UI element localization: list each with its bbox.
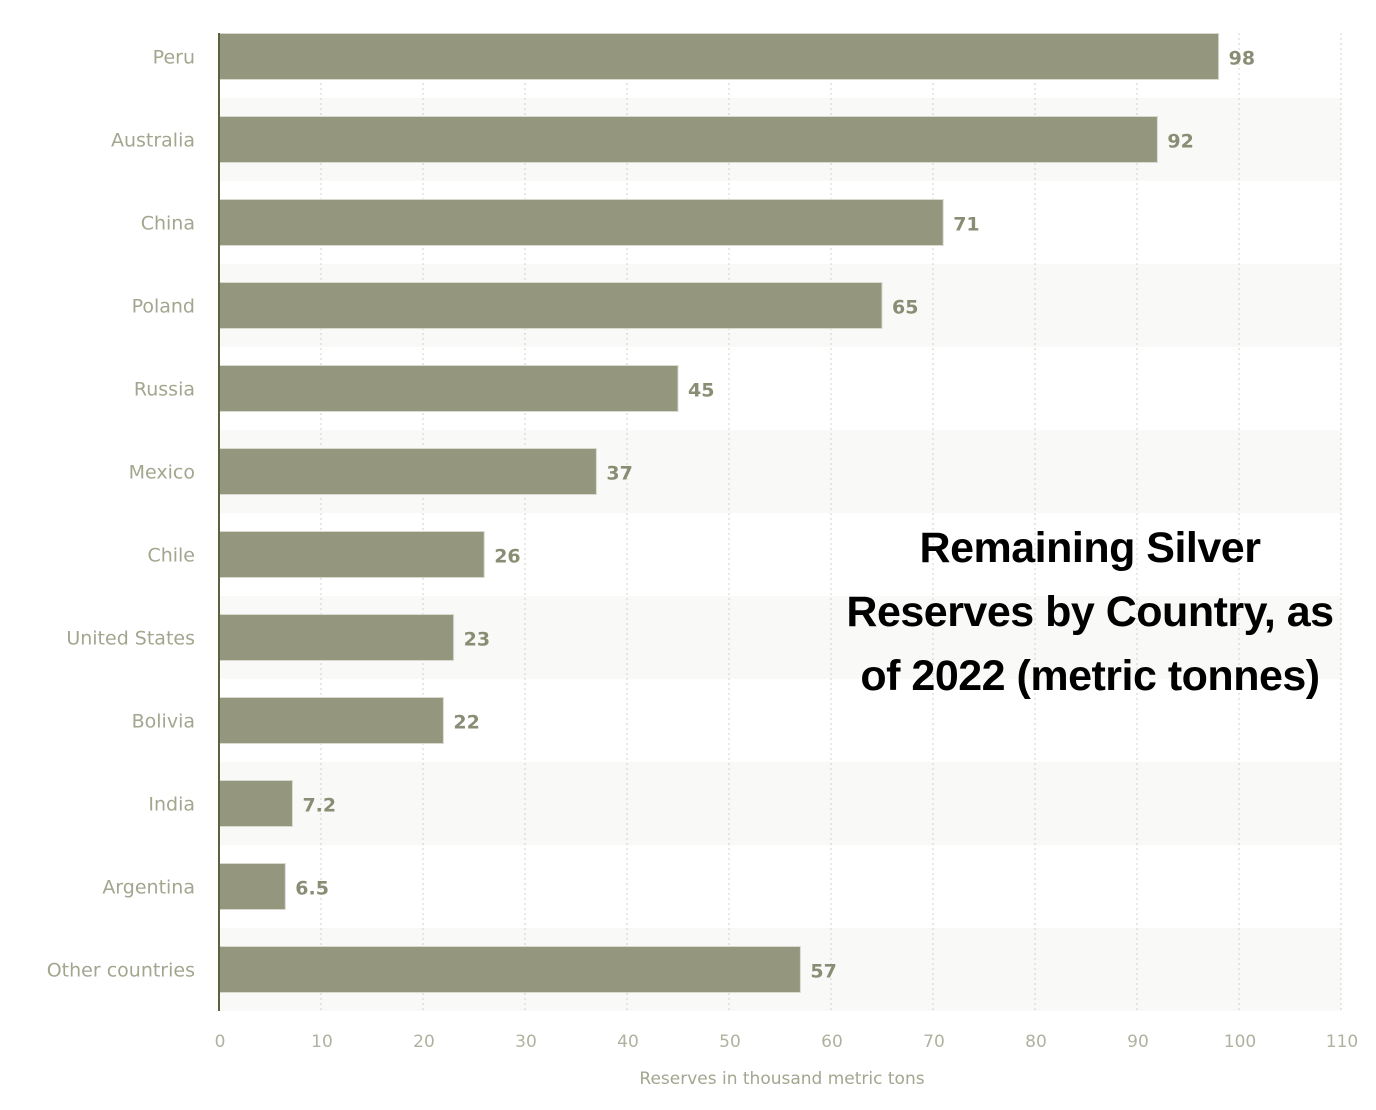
value-label: 23 [464,629,490,651]
category-label: Mexico [129,462,195,484]
value-label: 45 [688,380,714,402]
bar-other-countries [218,946,801,993]
x-tick-label: 70 [923,1032,945,1052]
x-tick-label: 80 [1025,1032,1047,1052]
x-tick-label: 10 [311,1032,333,1052]
bar-china [218,199,944,246]
value-label: 92 [1167,131,1193,153]
category-label: Other countries [47,960,195,982]
value-label: 7.2 [302,795,336,817]
value-label: 22 [453,712,479,734]
value-label: 65 [892,297,918,319]
category-label: United States [66,628,195,650]
bar-mexico [218,448,597,495]
x-tick-label: 90 [1127,1032,1149,1052]
bar-peru [218,33,1220,80]
x-tick-label: 110 [1326,1032,1358,1052]
category-label: Chile [147,545,195,567]
x-tick-label: 100 [1224,1032,1256,1052]
x-tick-label: 20 [413,1032,435,1052]
x-tick-label: 40 [617,1032,639,1052]
value-label: 98 [1229,48,1255,70]
category-label: Bolivia [132,711,195,733]
category-label: Argentina [102,877,195,899]
category-label: Poland [132,296,195,318]
category-label: Russia [134,379,195,401]
bar-argentina [218,863,286,910]
x-tick-label: 50 [719,1032,741,1052]
category-label: India [148,794,195,816]
x-axis-label: Reserves in thousand metric tons [639,1069,924,1089]
x-tick-label: 0 [215,1032,226,1052]
chart-title: Remaining Silver Reserves by Country, as… [846,524,1334,700]
row-band [219,762,1341,845]
bar-bolivia [218,697,444,744]
category-label: Peru [153,47,195,69]
x-tick-label: 30 [515,1032,537,1052]
value-label: 57 [810,961,836,983]
bar-india [218,780,293,827]
value-label: 26 [494,546,520,568]
value-label: 71 [953,214,979,236]
value-label: 37 [606,463,632,485]
bar-united-states [218,614,455,661]
category-label: China [141,213,195,235]
x-tick-label: 60 [821,1032,843,1052]
bar-chile [218,531,485,578]
value-label: 6.5 [295,878,329,900]
bar-poland [218,282,883,329]
category-label: Australia [111,130,195,152]
bar-russia [218,365,679,412]
bar-australia [218,116,1158,163]
